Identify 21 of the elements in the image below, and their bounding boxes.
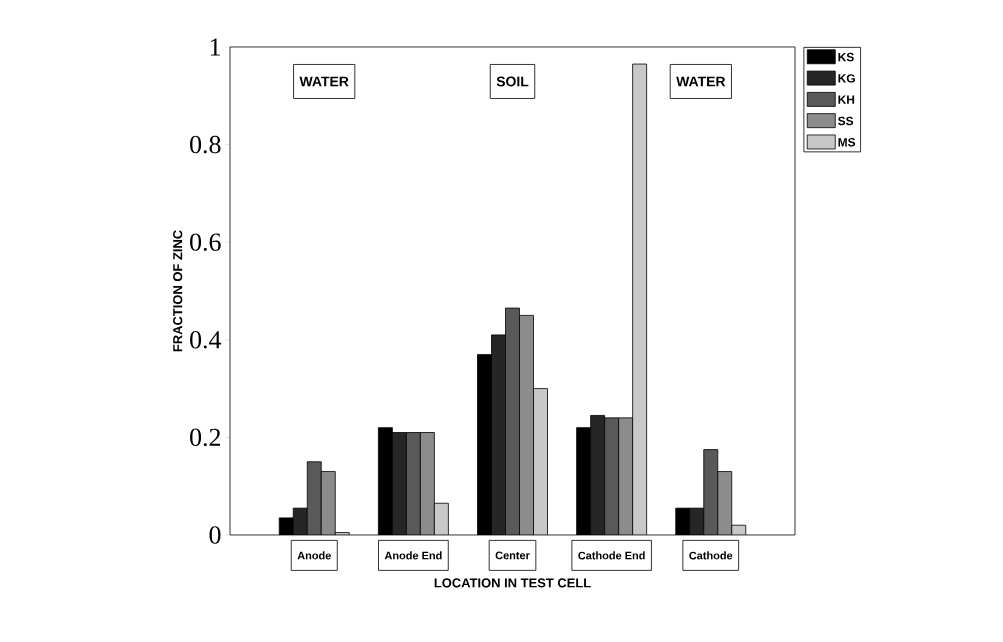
y-tick-label: 0.4 xyxy=(190,330,222,349)
annotation: WATER xyxy=(299,76,349,87)
y-tick-label: 0.8 xyxy=(190,135,221,154)
y-tick-label: 1 xyxy=(210,38,220,56)
legend-label: KG xyxy=(838,74,855,83)
y-tick-label: 0.6 xyxy=(190,233,221,251)
annotation: WATER xyxy=(676,76,726,87)
annotation: SOIL xyxy=(496,76,529,87)
x-tick-label: Cathode End xyxy=(578,551,645,560)
x-tick-label: Anode xyxy=(297,551,331,560)
y-axis-title: FRACTION OF ZINC xyxy=(173,230,183,352)
y-tick-label: 0.2 xyxy=(190,428,221,447)
legend-label: KS xyxy=(838,52,854,62)
legend-label: MS xyxy=(838,138,856,147)
legend-label: SS xyxy=(838,116,854,126)
x-tick-label: Anode End xyxy=(384,551,442,560)
legend-label: KH xyxy=(838,95,855,104)
x-tick-label: Cathode xyxy=(689,551,733,560)
x-tick-label: Center xyxy=(495,551,530,560)
y-tick-label: 0 xyxy=(209,526,221,544)
x-axis-title: LOCATION IN TEST CELL xyxy=(434,578,591,588)
